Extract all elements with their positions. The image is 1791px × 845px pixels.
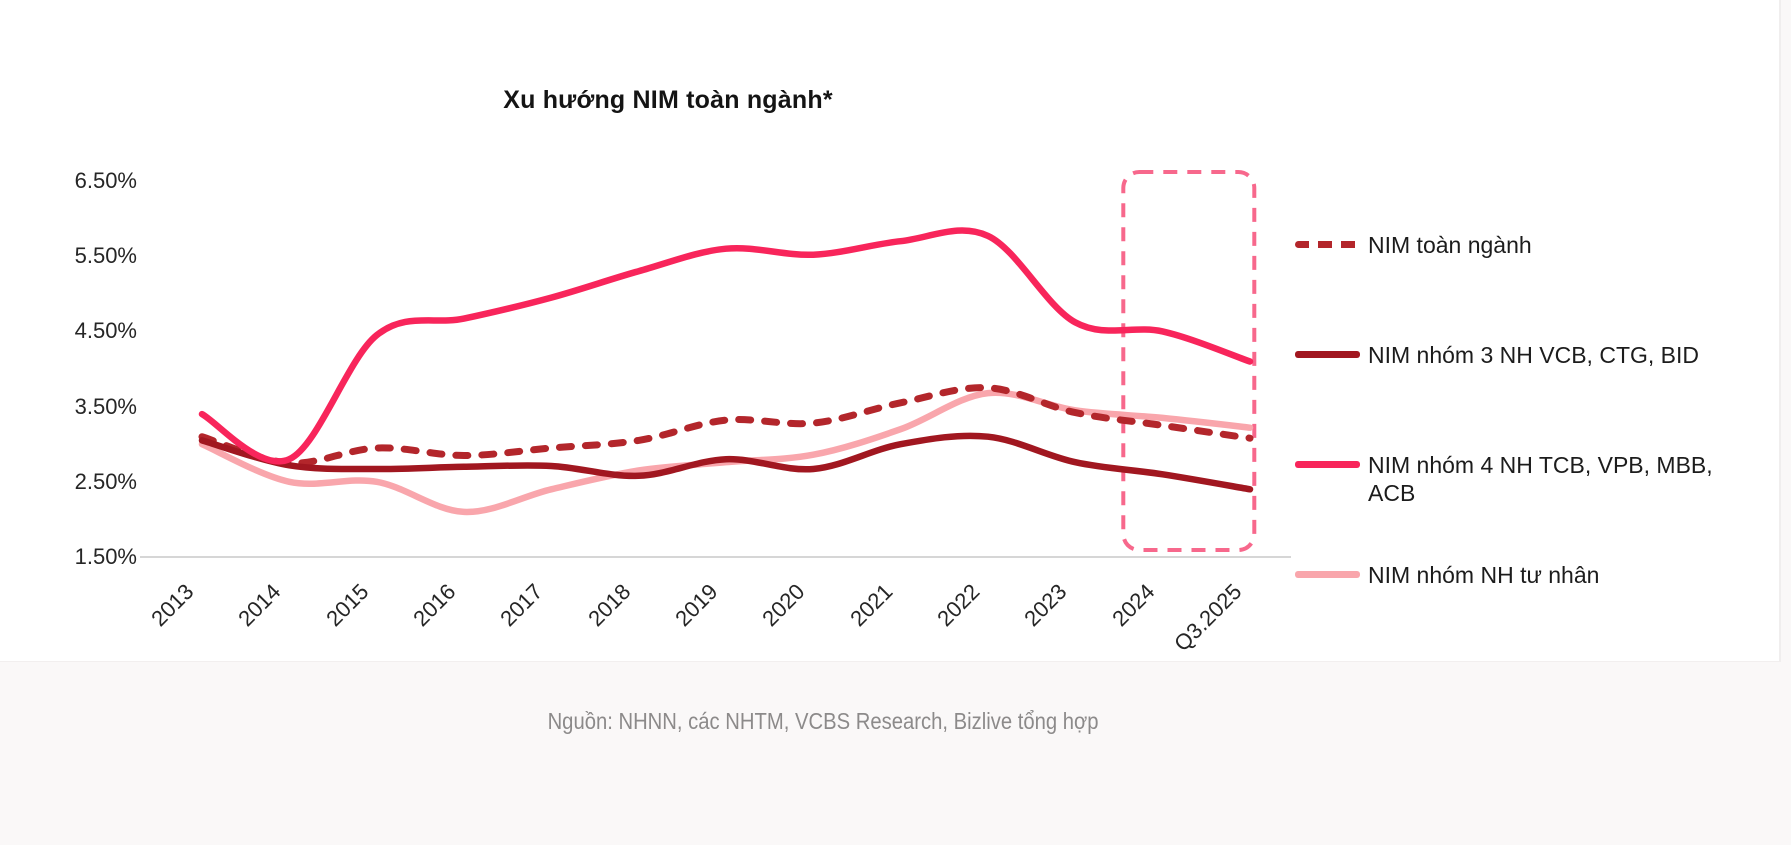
highlight-box xyxy=(1121,170,1257,552)
legend-label: NIM nhóm 4 NH TCB, VPB, MBB, ACB xyxy=(1368,452,1713,506)
chart-card xyxy=(0,0,1781,662)
legend-item-nim-tu-nhan: NIM nhóm NH tư nhân xyxy=(1295,561,1748,589)
legend-item-nim-nhom-4: NIM nhóm 4 NH TCB, VPB, MBB, ACB xyxy=(1295,451,1753,507)
series-line-nim-nhom-3-nh xyxy=(198,432,1254,493)
legend-swatch-solid-line-icon xyxy=(1295,571,1360,578)
series-line-nim-toan-nganh xyxy=(198,384,1254,467)
y-axis-tick-label: 3.50% xyxy=(74,393,137,419)
legend-item-nim-nhom-3: NIM nhóm 3 NH VCB, CTG, BID xyxy=(1295,341,1763,369)
y-axis-tick-label: 2.50% xyxy=(74,468,137,494)
legend-label: NIM nhóm 3 NH VCB, CTG, BID xyxy=(1368,342,1700,368)
y-axis-tick-label: 6.50% xyxy=(74,168,137,193)
chart-title: Xu hướng NIM toàn ngành* xyxy=(503,86,833,114)
legend-swatch-solid-line-icon xyxy=(1295,461,1360,468)
legend-label: NIM toàn ngành xyxy=(1368,232,1532,258)
legend-label: NIM nhóm NH tư nhân xyxy=(1368,562,1600,588)
source-note: Nguồn: NHNN, các NHTM, VCBS Research, Bi… xyxy=(547,708,1099,734)
y-axis-tick-label: 4.50% xyxy=(74,318,137,344)
y-axis-tick-label: 1.50% xyxy=(74,544,137,569)
legend-swatch-solid-line-icon xyxy=(1295,351,1360,358)
series-line-nim-nhom-4-nh xyxy=(198,227,1254,465)
legend-item-nim-toan-nganh: NIM toàn ngành xyxy=(1295,231,1748,259)
y-axis-tick-label: 5.50% xyxy=(74,243,137,269)
legend-swatch-dashed-line-icon xyxy=(1295,241,1360,248)
